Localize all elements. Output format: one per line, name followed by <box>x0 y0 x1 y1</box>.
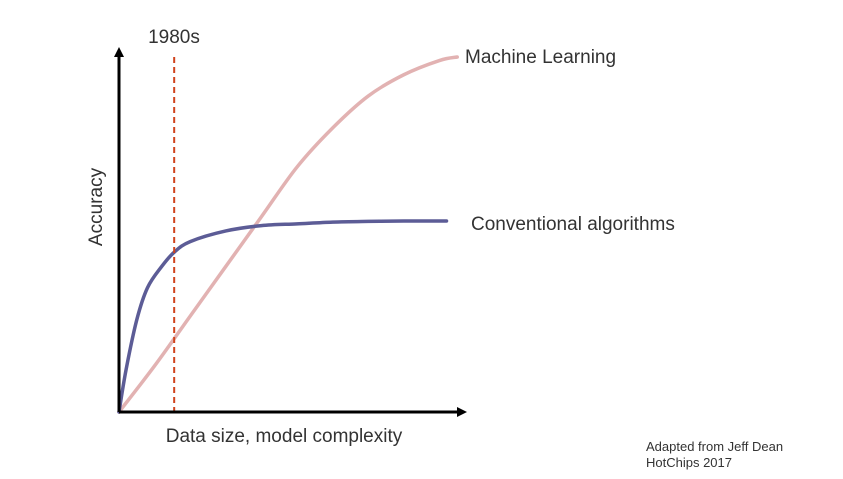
y-axis-label: Accuracy <box>86 167 107 246</box>
credit-line-2: HotChips 2017 <box>646 455 732 470</box>
series-label-machine-learning: Machine Learning <box>465 47 616 68</box>
series-line-machine-learning <box>117 55 459 414</box>
credit-line-1: Adapted from Jeff Dean <box>646 439 784 454</box>
series-label-conventional-algorithms: Conventional algorithms <box>471 214 675 235</box>
series-layer <box>117 55 459 414</box>
marker-label: 1980s <box>148 27 200 48</box>
credit: Adapted from Jeff Dean HotChips 2017 <box>646 439 783 471</box>
series-line-conventional-algorithms <box>117 219 449 414</box>
x-axis-label: Data size, model complexity <box>166 426 403 447</box>
